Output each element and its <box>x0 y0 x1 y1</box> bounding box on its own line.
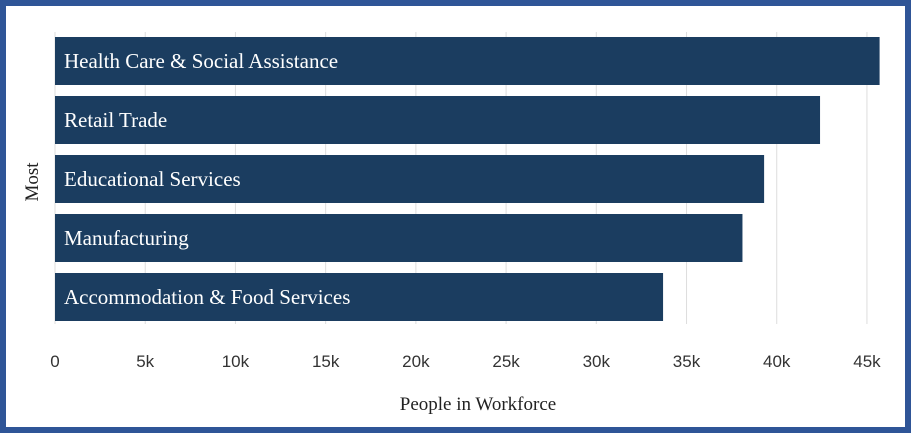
bar <box>55 96 821 144</box>
y-axis-title: Most <box>22 162 43 202</box>
x-tick-label: 0 <box>50 352 59 371</box>
bar-label: Retail Trade <box>64 108 167 132</box>
x-tick-label: 25k <box>492 352 520 371</box>
bar <box>55 155 765 203</box>
bar <box>55 214 743 262</box>
x-tick-label: 35k <box>673 352 701 371</box>
x-axis-title: People in Workforce <box>400 394 556 415</box>
bar-label: Accommodation & Food Services <box>64 285 350 309</box>
x-tick-label: 15k <box>312 352 340 371</box>
chart-panel: Health Care & Social Assistance Retail Tr… <box>6 6 905 427</box>
x-tick-label: 5k <box>136 352 154 371</box>
x-tick-label: 20k <box>402 352 430 371</box>
bar-label: Educational Services <box>64 167 241 191</box>
x-axis-ticks: 0 5k 10k 15k 20k 25k 30k 35k 40k 45k <box>50 352 881 371</box>
x-tick-label: 40k <box>763 352 791 371</box>
bar-chart: Health Care & Social Assistance Retail Tr… <box>22 32 881 415</box>
bars: Health Care & Social Assistance Retail Tr… <box>55 37 880 321</box>
x-tick-label: 10k <box>222 352 250 371</box>
bar <box>55 37 880 85</box>
bar-label: Health Care & Social Assistance <box>64 49 338 73</box>
x-tick-label: 30k <box>583 352 611 371</box>
bar-label: Manufacturing <box>64 226 189 250</box>
bar <box>55 273 664 321</box>
x-tick-label: 45k <box>853 352 881 371</box>
